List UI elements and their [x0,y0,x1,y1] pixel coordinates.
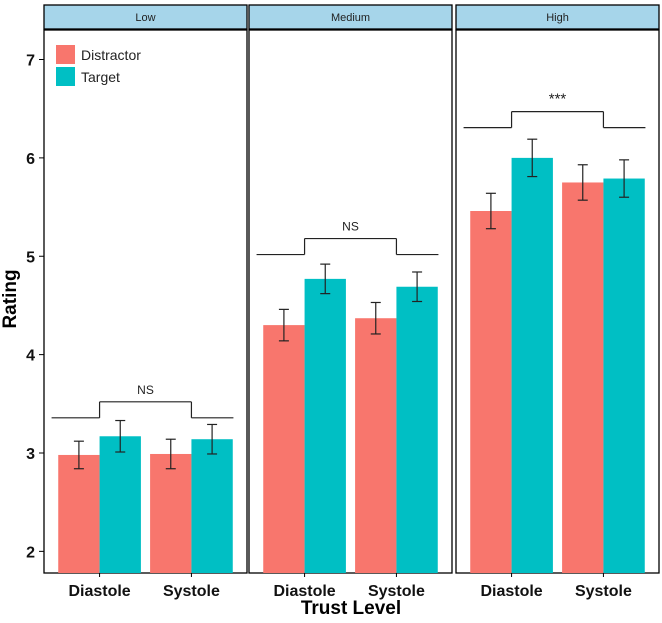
x-tick-label-diastole: Diastole [273,583,335,600]
legend-swatch-distractor [56,45,75,64]
y-tick-label: 5 [26,249,35,266]
bar-medium-diastole-target [304,278,346,573]
x-tick-label-systole: Systole [575,583,632,600]
bar-medium-systole-distractor [355,318,397,573]
bar-low-diastole-distractor [58,454,100,573]
x-axis-title: Trust Level [301,598,401,619]
x-tick-label-diastole: Diastole [480,583,542,600]
strip-high [455,4,660,30]
significance-bracket: NS [256,220,439,256]
legend-label-distractor: Distractor [81,47,141,63]
bar-high-systole-distractor [562,182,604,573]
panel-high: High *** Diastole Systole [455,4,660,600]
y-tick-label: 7 [26,53,35,70]
y-tick-label: 6 [26,151,35,168]
y-axis: 2 3 4 5 6 7 [26,53,44,561]
panel-medium: Medium NS Diastole Systole [248,4,453,600]
strip-label-high: High [546,12,569,24]
bar-high-diastole-distractor [470,211,512,573]
facet-panels: Low NS Diastole Systole Medium NS Diastole Syst… [43,4,660,600]
strip-low [43,4,248,30]
bar-low-systole-target [191,439,233,573]
bar-medium-systole-target [396,286,438,573]
y-axis-title: Rating [0,269,21,328]
y-tick-label: 2 [26,544,35,561]
bar-medium-diastole-distractor [263,325,305,573]
x-tick-label-diastole: Diastole [68,583,130,600]
bar-high-diastole-target [511,157,553,573]
significance-label: NS [137,383,154,397]
bar-low-systole-distractor [150,453,192,573]
panel-low: Low NS Diastole Systole [43,4,248,600]
y-tick-label: 3 [26,446,35,463]
legend-label-target: Target [81,69,120,85]
bar-high-systole-target [603,178,645,574]
strip-label-low: Low [135,12,155,24]
bar-low-diastole-target [99,436,141,573]
significance-bracket: *** [463,91,646,129]
legend: Distractor Target [56,45,141,86]
x-tick-label-systole: Systole [163,583,220,600]
y-tick-label: 4 [26,348,35,365]
x-tick-label-systole: Systole [368,583,425,600]
strip-label-medium: Medium [331,12,370,24]
significance-bracket: NS [51,383,234,419]
significance-label: NS [342,220,359,234]
significance-label: *** [549,91,567,108]
strip-medium [248,4,453,30]
legend-swatch-target [56,67,75,86]
